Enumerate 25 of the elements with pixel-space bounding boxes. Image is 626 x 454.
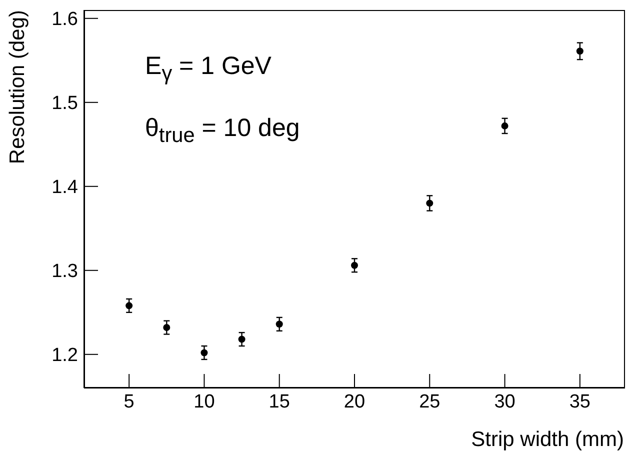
x-tick-label: 30	[494, 391, 516, 412]
x-tick-label: 20	[344, 391, 366, 412]
annotation: θ$_{true}$ = 10 deg	[145, 114, 300, 148]
point	[351, 262, 358, 269]
point	[426, 200, 434, 207]
x-axis-title: Strip width (mm)	[471, 428, 624, 451]
y-tick-label: 1.4	[52, 177, 78, 198]
x-tick-label: 15	[268, 391, 290, 412]
x-tick-label: 5	[124, 391, 134, 412]
y-tick-label: 1.2	[52, 345, 78, 366]
point	[501, 122, 508, 130]
point	[163, 324, 170, 332]
x-tick-label: 10	[194, 391, 215, 412]
point	[276, 320, 283, 328]
x-tick-label: 25	[419, 391, 440, 412]
x-tick-label: 35	[569, 391, 590, 412]
y-axis-title: Resolution (deg)	[6, 10, 29, 164]
y-tick-label: 1.5	[52, 93, 78, 114]
point	[126, 302, 133, 310]
y-tick-label: 1.6	[52, 9, 78, 30]
y-tick-label: 1.3	[52, 261, 78, 282]
point	[200, 349, 208, 356]
point	[238, 336, 246, 343]
point	[576, 48, 584, 55]
annotation: E$_{γ}$ = 1 GeV	[145, 52, 272, 86]
